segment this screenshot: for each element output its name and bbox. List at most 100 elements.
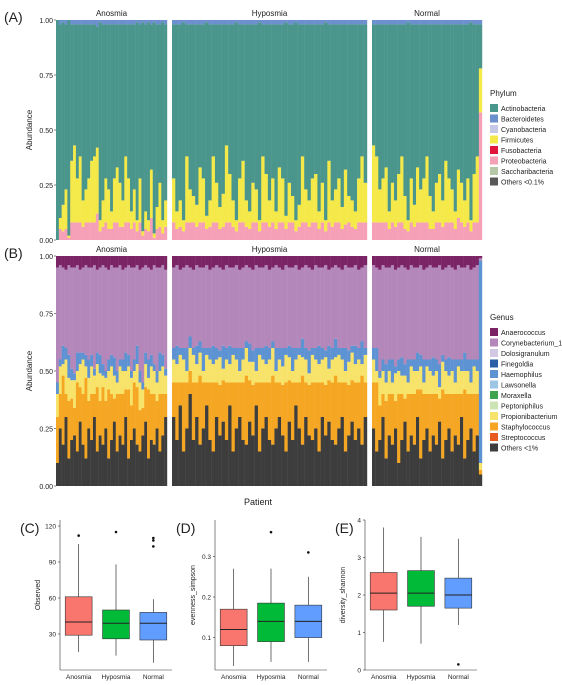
stacked-bar: [409, 256, 414, 486]
stacked-bar: [284, 256, 288, 486]
bar-segment-top: [149, 256, 153, 270]
x-tick-label: Hyposmia: [407, 674, 436, 681]
bar-segment-main: [175, 24, 179, 212]
bar-segment-firm: [149, 169, 153, 218]
stacked-bar: [475, 20, 480, 240]
bar-segment-others: [261, 428, 265, 486]
bar-segment-main: [107, 24, 111, 190]
bar-segment-firm: [372, 145, 376, 223]
bar-segment-main: [238, 269, 242, 348]
bar-segment-top: [284, 256, 288, 266]
stacked-bar: [81, 256, 85, 486]
stacked-bar: [67, 256, 71, 486]
stacked-bar: [456, 20, 461, 240]
stacked-bar: [363, 256, 368, 486]
bar-segment-haem: [447, 357, 451, 376]
bar-segment-prop: [110, 366, 114, 394]
stacked-bar: [218, 20, 222, 240]
bar-segment-haem: [208, 348, 212, 360]
bar-segment-others: [191, 440, 196, 486]
bar-segment-firm: [357, 178, 361, 223]
bar-segment-others: [378, 440, 382, 486]
bar-segment-proteo: [84, 222, 88, 240]
bar-segment-main: [378, 24, 382, 190]
legend-label: Cyanobacteria: [501, 127, 546, 134]
bar-segment-firm: [264, 174, 269, 223]
bar-segment-main: [453, 269, 458, 360]
bar-segment-firm: [107, 189, 111, 229]
bar-segment-staph: [75, 382, 79, 452]
stacked-bar: [135, 20, 139, 240]
bar-segment-others: [201, 428, 206, 486]
box-anosmia: [219, 568, 248, 666]
bar-segment-prop: [314, 359, 318, 383]
bar-segment-haem: [307, 350, 312, 374]
bar-segment-prop: [127, 366, 131, 390]
stacked-bar: [221, 256, 226, 486]
stacked-bar: [261, 256, 265, 486]
legend-swatch: [490, 125, 498, 133]
box-normal: [139, 536, 168, 663]
bar-segment-firm: [317, 211, 321, 229]
stacked-bar: [161, 20, 165, 240]
bar-segment-others: [73, 435, 77, 486]
stacked-bar: [387, 20, 392, 240]
bar-segment-bact: [340, 20, 345, 25]
facet-normal: Normal: [372, 245, 483, 486]
bar-segment-firm: [400, 156, 404, 223]
bar-segment-others: [381, 417, 385, 486]
stacked-bar: [121, 20, 125, 240]
bar-segment-prop: [434, 371, 439, 394]
bar-segment-firm: [75, 178, 79, 223]
bar-segment-top: [340, 256, 345, 270]
facet-label: Normal: [414, 245, 440, 254]
stacked-bar: [307, 256, 312, 486]
bar-segment-staph: [211, 382, 216, 452]
bar-segment-staph: [353, 382, 358, 440]
bar-segment-prop: [441, 361, 445, 390]
bar-segment-top: [218, 256, 222, 268]
bar-segment-firm: [81, 200, 85, 227]
stacked-bar: [363, 20, 368, 240]
bar-segment-main: [330, 267, 335, 348]
bar-segment-main: [234, 22, 239, 221]
bar-segment-staph: [412, 394, 417, 445]
bar-segment-main: [248, 267, 252, 344]
bar-segment-haem: [281, 348, 285, 367]
stacked-bar: [191, 256, 196, 486]
bar-segment-main: [363, 265, 368, 348]
bar-segment-proteo: [95, 213, 99, 240]
bar-segment-haem: [144, 352, 148, 365]
bar-segment-top: [115, 256, 119, 268]
bar-segment-staph: [304, 382, 308, 417]
bar-segment-staph: [284, 382, 288, 452]
bar-segment-proteo: [475, 222, 480, 240]
bar-segment-staph: [221, 380, 226, 422]
bar-segment-bact: [254, 20, 259, 25]
bar-segment-top: [425, 256, 429, 268]
bar-segment-proteo: [224, 222, 229, 240]
bar-segment-staph: [201, 382, 206, 429]
bar-segment-top: [353, 256, 358, 266]
bar-segment-others: [175, 440, 179, 486]
bar-segment-top: [297, 256, 302, 270]
stacked-bar: [144, 256, 148, 486]
bar-segment-staph: [330, 382, 335, 440]
bar-segment-main: [456, 265, 461, 360]
bar-segment-haem: [251, 350, 255, 362]
bar-segment-bact: [124, 20, 128, 25]
bar-segment-firm: [110, 211, 114, 229]
bar-segment-haem: [274, 348, 278, 371]
bar-segment-main: [343, 24, 348, 170]
stacked-bar: [214, 20, 219, 240]
bar-segment-haem: [304, 348, 308, 360]
stacked-bar: [135, 256, 139, 486]
bar-segment-staph: [64, 394, 68, 417]
bar-segment-others: [95, 451, 99, 486]
bar-segment-staph: [447, 394, 451, 429]
stacked-bar: [357, 256, 361, 486]
stacked-bar: [172, 20, 176, 240]
bar-segment-prop: [149, 366, 153, 394]
bar-segment-main: [228, 24, 232, 175]
bar-segment-top: [118, 256, 122, 266]
